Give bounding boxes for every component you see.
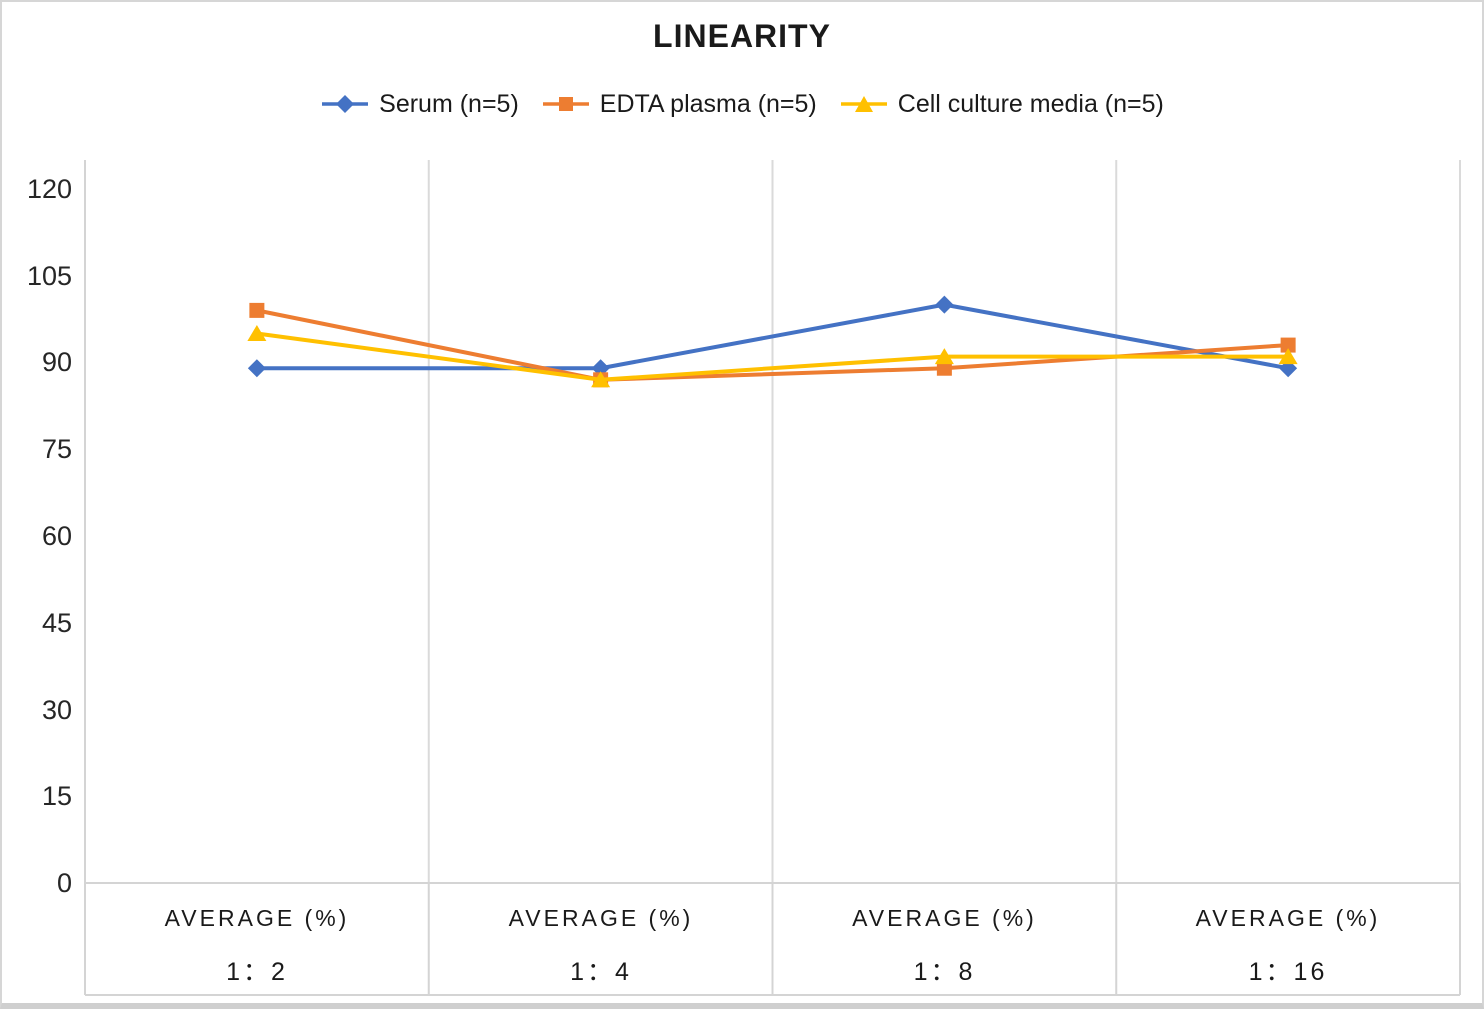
cell-culture-triangle-marker-icon: [840, 96, 887, 112]
legend-label-serum: Serum (n=5): [379, 89, 519, 118]
chart-title: LINEARITY: [653, 18, 831, 54]
x-category-group-label-1: AVERAGE (%): [164, 905, 350, 931]
x-category-label-1-4: 1：4: [570, 958, 632, 986]
y-axis-tick-15: 15: [41, 781, 72, 811]
x-category-group-label-3: AVERAGE (%): [852, 905, 1037, 931]
legend-item-cell-culture-media: Cell culture media (n=5): [839, 90, 1164, 119]
y-axis-tick-105: 105: [26, 261, 72, 291]
vertical-gridlines: [427, 160, 1461, 883]
y-axis-tick-120: 120: [26, 174, 72, 204]
legend-item-serum: Serum (n=5): [320, 90, 519, 119]
axis-lines: [84, 160, 1461, 996]
edta-square-marker-icon: [542, 97, 589, 111]
y-axis-tick-90: 90: [41, 347, 72, 377]
serum-diamond-marker-icon: [322, 95, 369, 113]
legend-item-edta-plasma: EDTA plasma (n=5): [541, 90, 817, 119]
y-axis-tick-75: 75: [41, 434, 72, 464]
y-axis-tick-45: 45: [41, 608, 72, 638]
x-category-label-1-8: 1：8: [913, 958, 976, 986]
x-category-group-label-2: AVERAGE (%): [508, 905, 694, 931]
x-category-group-label-4: AVERAGE (%): [1195, 905, 1381, 931]
legend-label-cell-culture-media: Cell culture media (n=5): [897, 89, 1164, 118]
series-triangle: [247, 325, 1298, 388]
y-axis-tick-30: 30: [41, 695, 72, 725]
y-axis-tick-60: 60: [41, 521, 72, 551]
x-category-label-1-16: 1：16: [1248, 958, 1328, 986]
series-diamond: [247, 295, 1298, 378]
legend: Serum (n=5) EDTA plasma (n=5) Cell cultu…: [2, 86, 1482, 122]
legend-label-edta-plasma: EDTA plasma (n=5): [599, 89, 817, 118]
x-category-label-1-2: 1：2: [226, 958, 288, 986]
y-axis-tick-0: 0: [56, 868, 72, 898]
